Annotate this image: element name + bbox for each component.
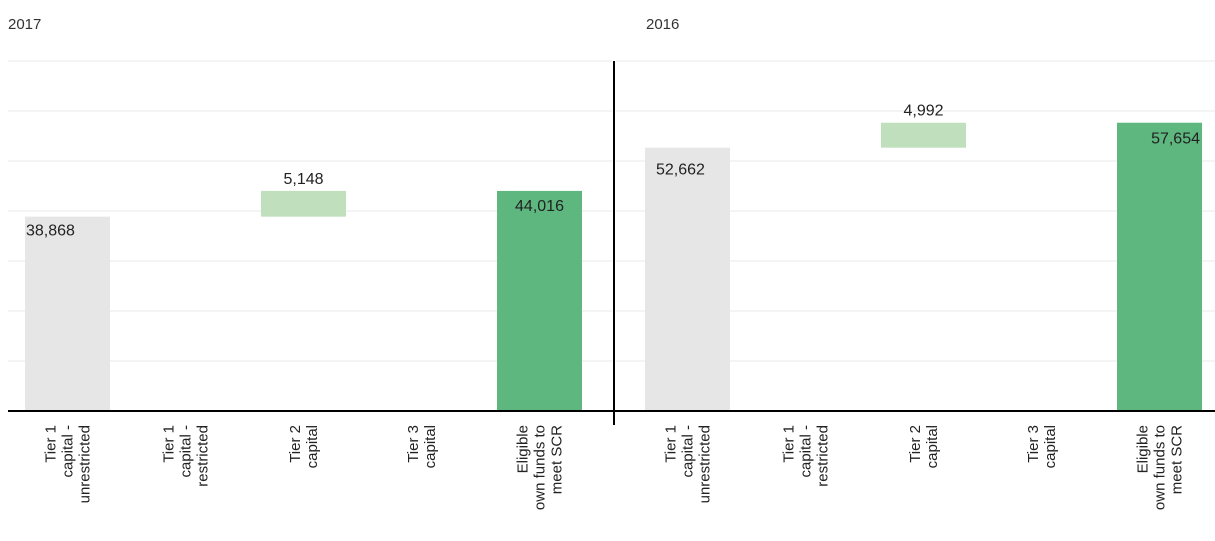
category-label: Eligibleown funds tomeet SCR <box>1135 425 1186 510</box>
value-label: 57,654 <box>1151 131 1200 148</box>
category-label-line: capital <box>1042 425 1059 468</box>
category-label-line: own funds to <box>532 425 549 510</box>
category-label-line: capital - <box>60 425 77 478</box>
category-label-line: capital <box>924 425 941 468</box>
category-label-line: restricted <box>815 425 832 487</box>
category-label: Eligibleown funds tomeet SCR <box>515 425 566 510</box>
category-label-line: Tier 1 <box>781 425 798 463</box>
category-label: Tier 2capital <box>907 425 941 468</box>
category-label-line: capital - <box>178 425 195 478</box>
category-label-line: Tier 2 <box>287 425 304 463</box>
category-label-line: restricted <box>195 425 212 487</box>
category-label: Tier 1capital -restricted <box>781 425 832 487</box>
bars <box>25 122 1202 411</box>
value-label: 5,148 <box>283 171 323 188</box>
category-labels: Tier 1capital -unrestricted Tier 1capital… <box>43 425 1186 510</box>
category-label: Tier 1capital -unrestricted <box>43 425 94 503</box>
category-label-line: Tier 3 <box>1025 425 1042 463</box>
axes <box>8 61 1215 425</box>
category-label-line: capital <box>422 425 439 468</box>
category-label: Tier 1capital -restricted <box>161 425 212 487</box>
category-label-line: Tier 3 <box>405 425 422 463</box>
category-label-line: Eligible <box>515 425 532 473</box>
category-label-line: Tier 1 <box>663 425 680 463</box>
bar <box>497 190 582 411</box>
value-label: 38,868 <box>26 223 75 240</box>
value-labels: 38,868 5,148 44,016 52,662 4,992 57,654 <box>26 103 1200 240</box>
bar <box>261 190 346 217</box>
value-label: 52,662 <box>656 162 705 179</box>
value-label: 4,992 <box>903 103 943 120</box>
category-label-line: capital - <box>680 425 697 478</box>
category-label: Tier 1capital -unrestricted <box>663 425 714 503</box>
bar <box>1117 122 1202 411</box>
category-label: Tier 3capital <box>405 425 439 468</box>
panel-title-2017: 2017 <box>8 16 41 33</box>
category-label: Tier 2capital <box>287 425 321 468</box>
gridlines <box>8 60 1215 362</box>
category-label-line: capital - <box>798 425 815 478</box>
category-label-line: unrestricted <box>77 425 94 503</box>
category-label-line: capital <box>304 425 321 468</box>
bar <box>25 216 110 411</box>
category-label-line: unrestricted <box>697 425 714 503</box>
panel-title-2016: 2016 <box>646 16 679 33</box>
value-label: 44,016 <box>515 198 564 215</box>
category-label-line: Tier 2 <box>907 425 924 463</box>
category-label: Tier 3capital <box>1025 425 1059 468</box>
category-label-line: meet SCR <box>549 425 566 494</box>
bar <box>645 147 730 411</box>
category-label-line: own funds to <box>1152 425 1169 510</box>
category-label-line: Tier 1 <box>43 425 60 463</box>
category-label-line: Eligible <box>1135 425 1152 473</box>
category-label-line: Tier 1 <box>161 425 178 463</box>
category-label-line: meet SCR <box>1169 425 1186 494</box>
bar <box>881 122 966 148</box>
